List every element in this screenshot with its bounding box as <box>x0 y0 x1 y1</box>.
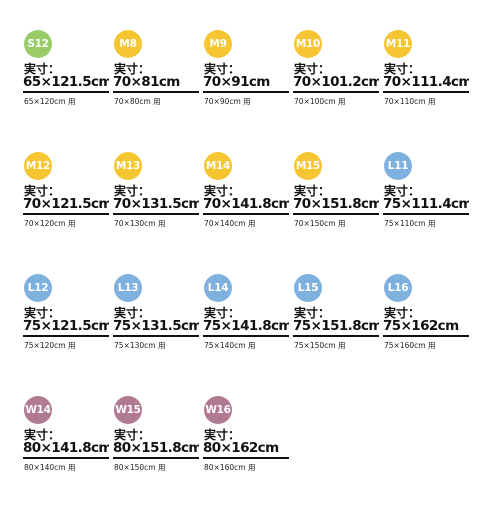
size-card-m8: M8 実寸： 70×81cm 70×80cm 用 <box>110 30 200 152</box>
actual-size-label: 実寸： <box>204 184 241 198</box>
actual-size-label: 実寸： <box>24 428 61 442</box>
actual-size-value: 70×121.5cm <box>23 196 109 215</box>
actual-size-value: 75×121.5cm <box>23 318 109 337</box>
size-card-l15: L15 実寸： 75×151.8cm 75×150cm 用 <box>290 274 380 396</box>
fits-size-note: 70×150cm 用 <box>294 219 346 228</box>
actual-size-label: 実寸： <box>384 184 421 198</box>
fits-size-note: 70×120cm 用 <box>24 219 76 228</box>
actual-size-label: 実寸： <box>384 306 421 320</box>
actual-size-label: 実寸： <box>114 428 151 442</box>
fits-size-note: 70×90cm 用 <box>204 97 251 106</box>
size-card-m11: M11 実寸： 70×111.4cm 70×110cm 用 <box>380 30 470 152</box>
fits-size-note: 80×140cm 用 <box>24 463 76 472</box>
size-code-badge: M10 <box>294 30 322 58</box>
actual-size-label: 実寸： <box>294 306 331 320</box>
fits-size-note: 75×150cm 用 <box>294 341 346 350</box>
actual-size-value: 70×141.8cm <box>203 196 289 215</box>
actual-size-label: 実寸： <box>204 306 241 320</box>
actual-size-value: 80×151.8cm <box>113 440 199 459</box>
fits-size-note: 75×110cm 用 <box>384 219 436 228</box>
size-code-badge: W14 <box>24 396 52 424</box>
size-code-badge: M13 <box>114 152 142 180</box>
actual-size-label: 実寸： <box>384 62 421 76</box>
fits-size-note: 70×140cm 用 <box>204 219 256 228</box>
actual-size-label: 実寸： <box>24 62 61 76</box>
size-card-m10: M10 実寸： 70×101.2cm 70×100cm 用 <box>290 30 380 152</box>
actual-size-value: 80×162cm <box>203 440 289 459</box>
actual-size-label: 実寸： <box>24 184 61 198</box>
actual-size-value: 70×151.8cm <box>293 196 379 215</box>
actual-size-label: 実寸： <box>294 62 331 76</box>
actual-size-label: 実寸： <box>204 62 241 76</box>
size-card-m15: M15 実寸： 70×151.8cm 70×150cm 用 <box>290 152 380 274</box>
size-code-badge: L15 <box>294 274 322 302</box>
actual-size-label: 実寸： <box>24 306 61 320</box>
size-card-l13: L13 実寸： 75×131.5cm 75×130cm 用 <box>110 274 200 396</box>
actual-size-value: 70×101.2cm <box>293 74 379 93</box>
size-code-badge: M11 <box>384 30 412 58</box>
size-card-m14: M14 実寸： 70×141.8cm 70×140cm 用 <box>200 152 290 274</box>
size-code-badge: L16 <box>384 274 412 302</box>
size-code-badge: W15 <box>114 396 142 424</box>
size-card-l14: L14 実寸： 75×141.8cm 75×140cm 用 <box>200 274 290 396</box>
size-code-badge: M9 <box>204 30 232 58</box>
actual-size-value: 70×91cm <box>203 74 289 93</box>
size-code-badge: L12 <box>24 274 52 302</box>
actual-size-label: 実寸： <box>114 184 151 198</box>
size-code-badge: L14 <box>204 274 232 302</box>
actual-size-value: 75×151.8cm <box>293 318 379 337</box>
size-code-badge: M8 <box>114 30 142 58</box>
fits-size-note: 70×130cm 用 <box>114 219 166 228</box>
size-card-w16: W16 実寸： 80×162cm 80×160cm 用 <box>200 396 290 518</box>
size-card-l16: L16 実寸： 75×162cm 75×160cm 用 <box>380 274 470 396</box>
size-card-l11: L11 実寸： 75×111.4cm 75×110cm 用 <box>380 152 470 274</box>
fits-size-note: 70×100cm 用 <box>294 97 346 106</box>
size-card-l12: L12 実寸： 75×121.5cm 75×120cm 用 <box>20 274 110 396</box>
actual-size-value: 75×141.8cm <box>203 318 289 337</box>
size-card-m13: M13 実寸： 70×131.5cm 70×130cm 用 <box>110 152 200 274</box>
size-code-badge: S12 <box>24 30 52 58</box>
actual-size-value: 65×121.5cm <box>23 74 109 93</box>
actual-size-label: 実寸： <box>114 62 151 76</box>
fits-size-note: 80×160cm 用 <box>204 463 256 472</box>
actual-size-value: 75×162cm <box>383 318 469 337</box>
size-card-m12: M12 実寸： 70×121.5cm 70×120cm 用 <box>20 152 110 274</box>
actual-size-value: 75×131.5cm <box>113 318 199 337</box>
size-code-badge: M15 <box>294 152 322 180</box>
size-code-badge: W16 <box>204 396 232 424</box>
actual-size-value: 80×141.8cm <box>23 440 109 459</box>
size-code-badge: L11 <box>384 152 412 180</box>
size-card-w15: W15 実寸： 80×151.8cm 80×150cm 用 <box>110 396 200 518</box>
fits-size-note: 70×110cm 用 <box>384 97 436 106</box>
actual-size-label: 実寸： <box>294 184 331 198</box>
size-grid: S12 実寸： 65×121.5cm 65×120cm 用 M8 実寸： 70×81cm 70… <box>20 30 480 518</box>
fits-size-note: 75×140cm 用 <box>204 341 256 350</box>
size-card-m9: M9 実寸： 70×91cm 70×90cm 用 <box>200 30 290 152</box>
fits-size-note: 80×150cm 用 <box>114 463 166 472</box>
actual-size-value: 70×131.5cm <box>113 196 199 215</box>
size-code-badge: M14 <box>204 152 232 180</box>
actual-size-label: 実寸： <box>204 428 241 442</box>
fits-size-note: 75×130cm 用 <box>114 341 166 350</box>
actual-size-label: 実寸： <box>114 306 151 320</box>
actual-size-value: 75×111.4cm <box>383 196 469 215</box>
fits-size-note: 65×120cm 用 <box>24 97 76 106</box>
fits-size-note: 75×120cm 用 <box>24 341 76 350</box>
size-code-badge: M12 <box>24 152 52 180</box>
size-code-badge: L13 <box>114 274 142 302</box>
size-card-s12: S12 実寸： 65×121.5cm 65×120cm 用 <box>20 30 110 152</box>
size-card-w14: W14 実寸： 80×141.8cm 80×140cm 用 <box>20 396 110 518</box>
actual-size-value: 70×111.4cm <box>383 74 469 93</box>
fits-size-note: 75×160cm 用 <box>384 341 436 350</box>
fits-size-note: 70×80cm 用 <box>114 97 161 106</box>
actual-size-value: 70×81cm <box>113 74 199 93</box>
